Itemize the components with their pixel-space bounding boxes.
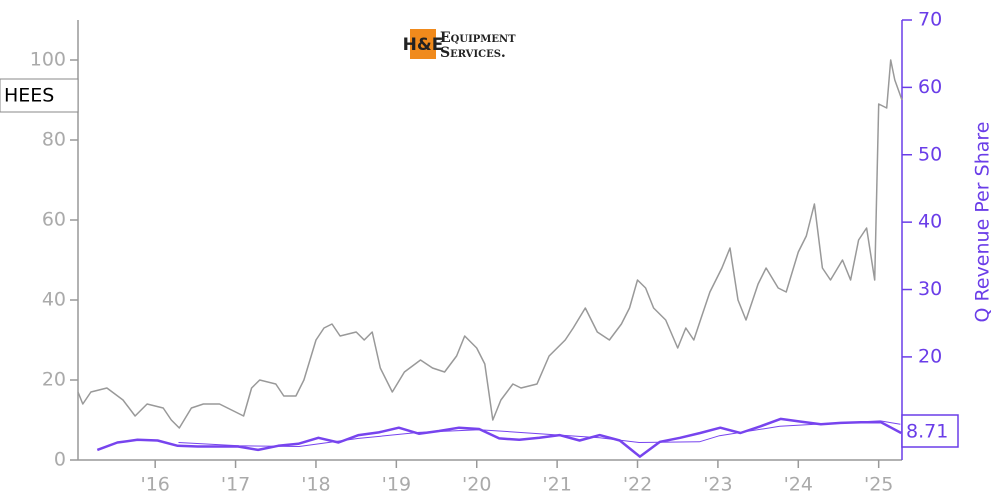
y-tick-label: 20 <box>42 369 66 391</box>
y2-tick-label: 20 <box>918 345 942 367</box>
last-value-label: 8.71 <box>906 421 948 443</box>
last-value-box <box>901 414 959 448</box>
y2-tick-label: 30 <box>918 278 942 300</box>
logo-badge <box>410 29 436 59</box>
y2-tick-label: 70 <box>918 9 942 31</box>
x-tick-label: '16 <box>140 474 169 496</box>
ticker-label: HEES <box>4 85 54 107</box>
logo-line2: Services. <box>440 45 506 61</box>
x-tick-label: '25 <box>864 474 893 496</box>
y-tick-label: 80 <box>42 129 66 151</box>
line <box>178 420 901 447</box>
line <box>77 59 903 429</box>
y-tick-label: 100 <box>30 49 66 71</box>
y2-axis-label: Q Revenue Per Share <box>972 122 994 323</box>
x-tick-label: '18 <box>301 474 330 496</box>
x-tick-label: '21 <box>542 474 571 496</box>
ticker-box <box>0 78 79 113</box>
y-tick-label: 40 <box>42 289 66 311</box>
logo-line1: Equipment <box>440 30 516 46</box>
x-tick-label: '17 <box>221 474 250 496</box>
y2-tick-label: 60 <box>918 76 942 98</box>
x-tick-label: '19 <box>382 474 411 496</box>
line <box>96 417 902 458</box>
x-tick-label: '23 <box>703 474 732 496</box>
x-tick-label: '20 <box>462 474 491 496</box>
logo-mark: H&E <box>403 35 444 55</box>
x-tick-label: '22 <box>623 474 652 496</box>
x-tick-label: '24 <box>784 474 813 496</box>
y2-tick-label: 40 <box>918 211 942 233</box>
y-tick-label: 60 <box>42 209 66 231</box>
y2-tick-label: 50 <box>918 143 942 165</box>
y-tick-label: 0 <box>54 449 66 471</box>
